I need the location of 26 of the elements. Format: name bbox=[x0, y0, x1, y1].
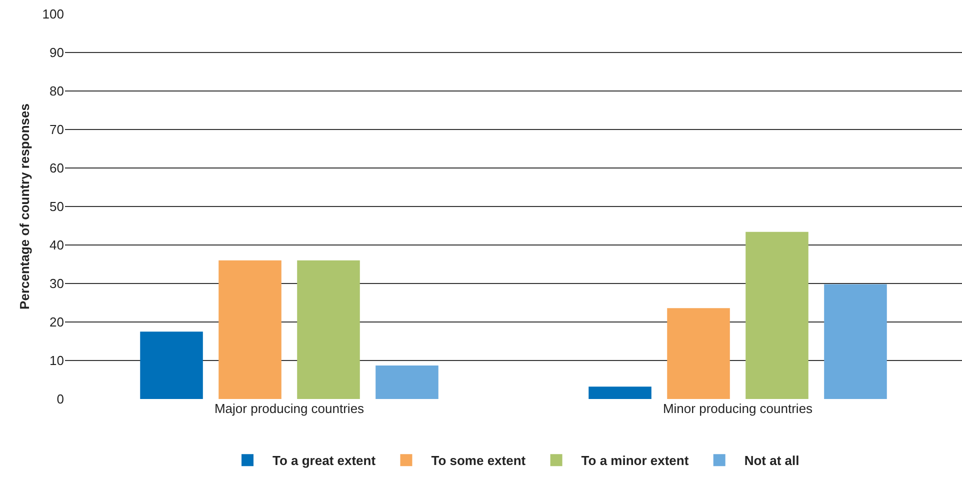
y-tick-label: 0 bbox=[56, 392, 64, 407]
x-tick-label: Minor producing countries bbox=[662, 401, 814, 416]
bar bbox=[140, 332, 203, 399]
y-tick-label: 80 bbox=[50, 84, 64, 99]
y-tick-label: 30 bbox=[50, 276, 64, 292]
bar bbox=[297, 260, 360, 399]
y-tick-label: 70 bbox=[50, 122, 64, 138]
legend-label: Not at all bbox=[744, 453, 800, 468]
x-tick-label: Major producing countries bbox=[214, 401, 365, 416]
y-tick-label: 20 bbox=[50, 314, 64, 330]
legend-label: To some extent bbox=[431, 453, 526, 468]
y-tick-label: 10 bbox=[50, 353, 64, 368]
bar bbox=[824, 284, 887, 399]
bar bbox=[746, 232, 808, 399]
bar bbox=[588, 386, 652, 399]
legend-label: To a minor extent bbox=[581, 453, 690, 468]
bar bbox=[376, 366, 438, 399]
y-tick-label: 40 bbox=[50, 238, 64, 253]
bar bbox=[218, 260, 282, 399]
bar bbox=[667, 308, 730, 399]
y-tick-label: 50 bbox=[50, 199, 64, 214]
y-axis-title: Percentage of country responses bbox=[17, 104, 32, 310]
y-tick-label: 100 bbox=[42, 6, 64, 22]
legend-label: To a great extent bbox=[272, 453, 376, 468]
y-tick-label: 90 bbox=[50, 45, 64, 60]
y-tick-label: 60 bbox=[50, 160, 64, 176]
